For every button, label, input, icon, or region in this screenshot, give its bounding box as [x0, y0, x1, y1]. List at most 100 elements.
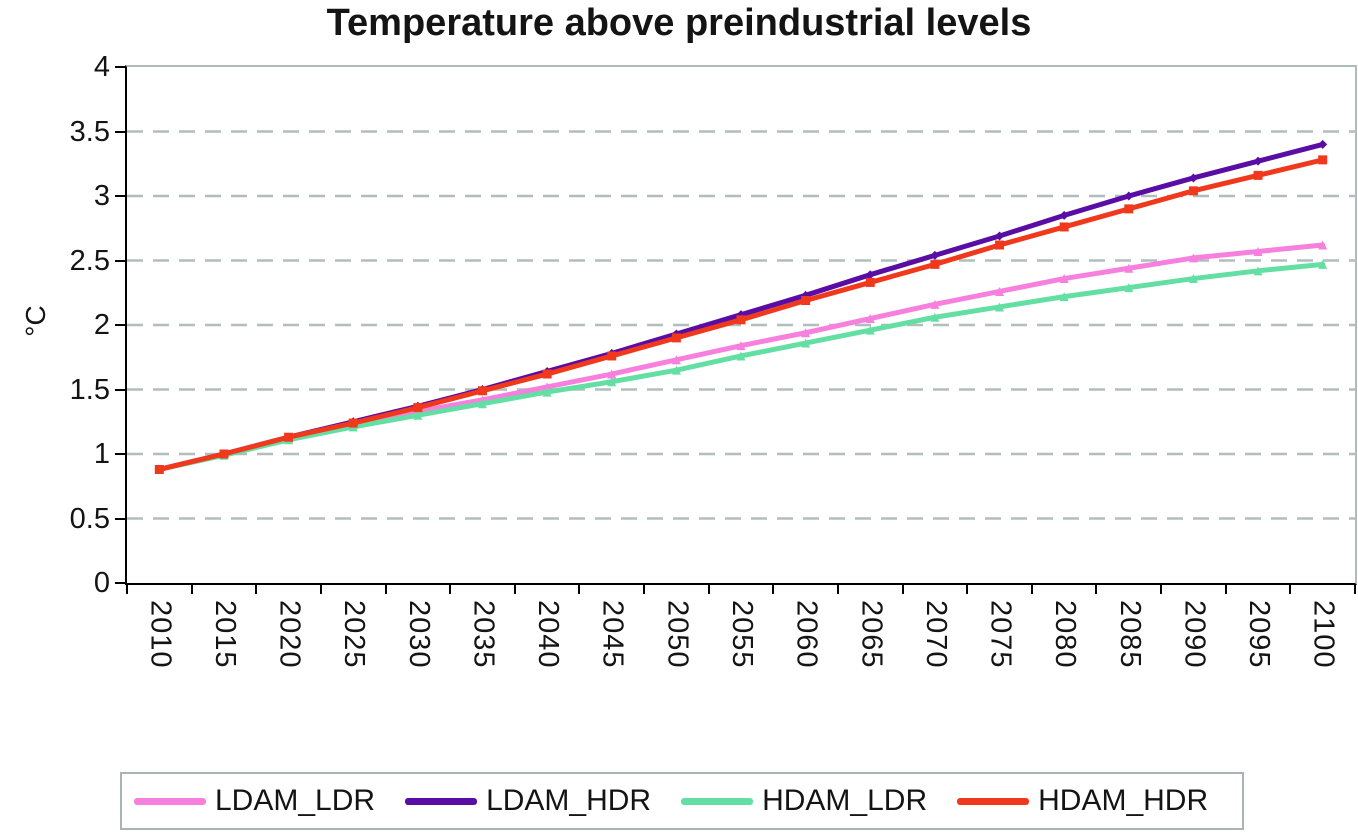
- data-point-marker: [1188, 186, 1198, 196]
- x-axis-tick: [1289, 585, 1292, 594]
- data-point-marker: [1253, 156, 1263, 166]
- data-point-marker: [671, 333, 681, 343]
- data-point-marker: [801, 290, 811, 300]
- x-axis-tick: [966, 585, 969, 594]
- x-axis-tick: [449, 585, 452, 594]
- data-point-marker: [865, 277, 875, 287]
- x-axis-tick: [901, 585, 904, 594]
- y-axis-tick: [115, 66, 125, 68]
- legend-label: LDAM_HDR: [486, 784, 652, 817]
- plot-svg: [127, 130, 1355, 520]
- x-axis-tick-label: 2090: [1178, 600, 1211, 669]
- legend: LDAM_LDR LDAM_HDR HDAM_LDR HDAM_HDR: [120, 772, 1244, 830]
- x-axis-tick: [126, 585, 128, 594]
- data-point-marker: [930, 250, 940, 260]
- x-axis-tick: [836, 585, 839, 594]
- data-point-marker: [1318, 240, 1328, 250]
- legend-entry-LDAM_LDR: LDAM_LDR: [134, 784, 375, 818]
- legend-entry-HDAM_HDR: HDAM_HDR: [957, 784, 1208, 818]
- legend-swatch: [405, 797, 478, 805]
- data-point-marker: [1059, 292, 1069, 302]
- x-axis-tick: [1095, 585, 1098, 594]
- y-axis-tick-label: 3: [93, 180, 110, 212]
- data-point-marker: [607, 369, 617, 379]
- data-point-marker: [995, 302, 1005, 312]
- x-axis-tick: [255, 585, 258, 594]
- data-point-marker: [1318, 155, 1328, 165]
- legend-swatch: [134, 797, 206, 805]
- data-point-marker: [736, 315, 746, 325]
- legend-label: HDAM_HDR: [1038, 784, 1209, 817]
- data-point-marker: [801, 338, 811, 348]
- data-point-marker: [1124, 263, 1134, 273]
- series-line-HDAM_LDR: [156, 261, 1326, 472]
- y-axis-tick: [115, 517, 125, 520]
- data-point-marker: [413, 410, 423, 420]
- x-axis-tick-label: 2035: [467, 600, 500, 669]
- data-point-marker: [865, 270, 875, 280]
- legend-label: HDAM_LDR: [762, 784, 928, 817]
- x-axis-tick: [578, 585, 581, 594]
- data-point-marker: [1318, 259, 1328, 269]
- legend-swatch: [957, 797, 1030, 805]
- x-axis-tick-label: 2020: [273, 600, 306, 669]
- data-point-marker: [1059, 274, 1069, 284]
- series-line-LDAM_HDR: [156, 141, 1326, 472]
- y-axis-tick: [115, 195, 125, 197]
- x-axis-tick: [1354, 585, 1356, 594]
- data-point-marker: [736, 351, 746, 361]
- legend-label: LDAM_LDR: [215, 784, 376, 817]
- x-axis-tick-label: 2075: [984, 600, 1017, 669]
- data-point-marker: [219, 449, 229, 459]
- data-point-marker: [1253, 266, 1263, 276]
- y-axis-tick-label: 0.5: [69, 502, 110, 535]
- data-point-marker: [995, 286, 1005, 296]
- data-point-marker: [930, 312, 940, 322]
- x-axis-tick-label: 2085: [1113, 600, 1146, 669]
- data-point-marker: [607, 377, 617, 387]
- x-axis-tick-label: 2095: [1243, 600, 1276, 669]
- y-axis-tick: [115, 324, 125, 326]
- data-point-marker: [542, 387, 552, 397]
- x-axis-tick-label: 2065: [855, 600, 888, 669]
- y-axis-tick: [115, 453, 125, 455]
- y-axis-tick-label: 0: [93, 567, 110, 599]
- data-point-marker: [1188, 173, 1198, 183]
- x-axis-tick-label: 2030: [402, 600, 435, 669]
- x-axis-tick: [319, 585, 322, 594]
- data-point-marker: [477, 399, 487, 409]
- data-point-marker: [1253, 246, 1263, 256]
- legend-entry-LDAM_HDR: LDAM_HDR: [405, 784, 651, 818]
- x-axis-tick-label: 2080: [1049, 600, 1082, 669]
- legend-entry-HDAM_LDR: HDAM_LDR: [681, 784, 927, 818]
- x-axis-tick: [1224, 585, 1227, 594]
- y-axis-tick: [115, 582, 125, 584]
- data-point-marker: [1188, 253, 1198, 263]
- data-point-marker: [995, 240, 1005, 250]
- data-point-marker: [736, 341, 746, 351]
- data-point-marker: [930, 299, 940, 309]
- x-axis-tick: [707, 585, 710, 594]
- chart-title: Temperature above preindustrial levels: [326, 2, 1032, 44]
- legend-swatch: [681, 797, 754, 805]
- y-axis-tick: [115, 388, 125, 391]
- data-point-marker: [1059, 210, 1069, 220]
- data-point-marker: [348, 418, 358, 428]
- x-axis-tick: [772, 585, 775, 594]
- data-point-marker: [930, 259, 940, 269]
- data-point-marker: [1124, 191, 1134, 201]
- y-axis-tick-label: 1.5: [69, 373, 110, 406]
- x-axis-tick: [384, 585, 387, 594]
- data-point-marker: [154, 464, 164, 474]
- y-axis-title: °C: [20, 305, 51, 337]
- data-point-marker: [1188, 274, 1198, 284]
- data-point-marker: [1059, 222, 1069, 232]
- data-point-marker: [477, 386, 487, 396]
- x-axis-tick-label: 2055: [726, 600, 758, 669]
- y-axis-tick-label: 1: [93, 438, 110, 470]
- x-axis-tick-label: 2025: [338, 600, 371, 669]
- x-axis-tick: [513, 585, 516, 594]
- data-point-marker: [995, 231, 1005, 241]
- data-point-marker: [1318, 139, 1328, 149]
